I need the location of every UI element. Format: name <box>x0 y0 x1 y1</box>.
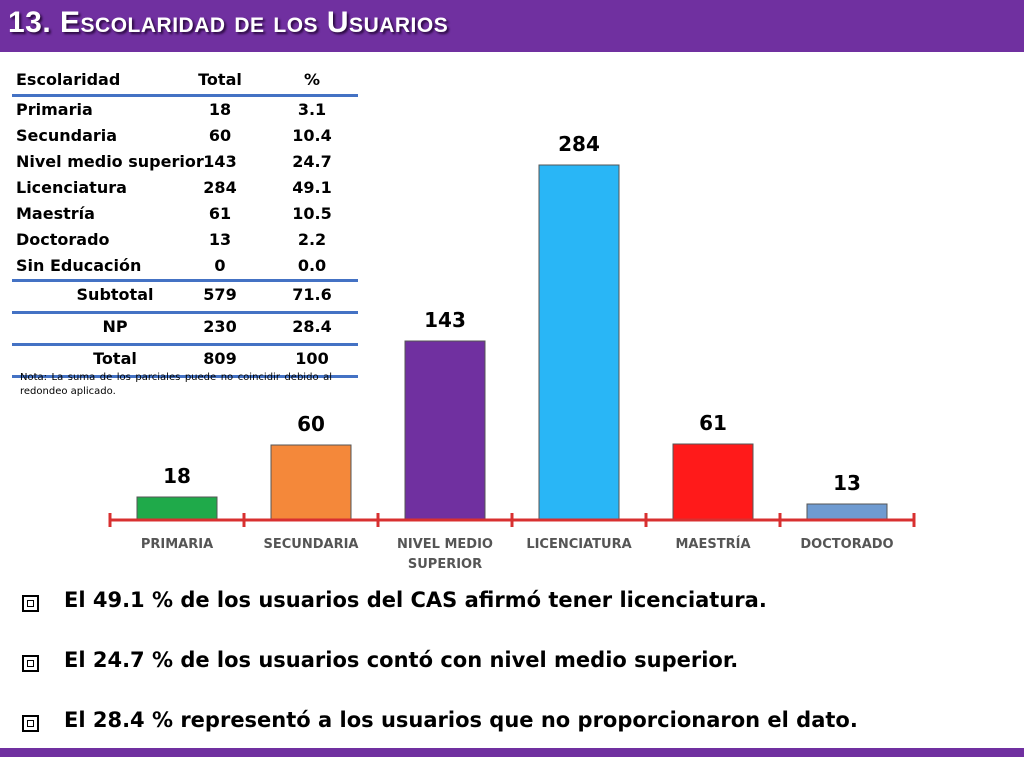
bar-shade <box>409 344 481 520</box>
bar-shade <box>811 507 883 520</box>
schooling-table: Escolaridad Total % Primaria 18 3.1 Secu… <box>12 67 358 378</box>
table-row: Nivel medio superior 143 24.7 <box>12 149 358 175</box>
row-percent: 49.1 <box>292 178 332 197</box>
list-item: El 24.7 % de los usuarios contó con nive… <box>22 648 1002 708</box>
row-percent: 10.4 <box>292 126 332 145</box>
category-label: MAESTRÍA <box>675 536 750 552</box>
row-total: 0 <box>214 256 226 275</box>
header-total: Total <box>198 70 242 89</box>
checkbox-bullet-icon <box>22 595 39 612</box>
row-total: 61 <box>208 204 232 223</box>
total-label: Total <box>93 349 137 368</box>
bottom-bar <box>0 748 1024 757</box>
table-row: Doctorado 13 2.2 <box>12 227 358 253</box>
row-total: 18 <box>208 100 232 119</box>
row-total: 143 <box>203 152 237 171</box>
data-label: 284 <box>558 132 600 156</box>
table-row: Secundaria 60 10.4 <box>12 123 358 149</box>
subtotal-label: Subtotal <box>76 285 154 304</box>
row-percent: 2.2 <box>297 230 327 249</box>
row-percent: 3.1 <box>297 100 327 119</box>
bullet-list: El 49.1 % de los usuarios del CAS afirmó… <box>22 588 1002 768</box>
data-label: 143 <box>424 308 466 332</box>
row-label: Primaria <box>16 100 93 119</box>
bar-shade <box>677 447 749 520</box>
row-label: Maestría <box>16 204 95 223</box>
row-total: 60 <box>208 126 232 145</box>
subtotal-percent: 71.6 <box>292 285 332 304</box>
list-item: El 49.1 % de los usuarios del CAS afirmó… <box>22 588 1002 648</box>
row-percent: 24.7 <box>292 152 332 171</box>
np-total: 230 <box>203 317 237 336</box>
row-total: 13 <box>208 230 232 249</box>
schooling-bar-chart: 18 PRIMARIA 60 SECUNDARIA 143 NIVEL MEDIO SUPE… <box>108 132 916 572</box>
bar-shade <box>275 448 347 520</box>
np-percent: 28.4 <box>292 317 332 336</box>
category-label: SECUNDARIA <box>264 537 359 552</box>
header-percent: % <box>303 70 321 89</box>
category-label: LICENCIATURA <box>526 537 631 552</box>
bullet-text: El 49.1 % de los usuarios del CAS afirmó… <box>64 588 767 612</box>
subtotal-total: 579 <box>203 285 237 304</box>
row-label: Licenciatura <box>16 178 127 197</box>
checkbox-bullet-icon <box>22 715 39 732</box>
data-label: 13 <box>833 471 861 495</box>
total-total: 809 <box>203 349 237 368</box>
row-label: Sin Educación <box>16 256 142 275</box>
list-item: El 28.4 % representó a los usuarios que … <box>22 708 1002 768</box>
table-row: Licenciatura 284 49.1 <box>12 175 358 201</box>
checkbox-bullet-icon <box>22 655 39 672</box>
np-row: NP 230 28.4 <box>12 314 358 346</box>
total-percent: 100 <box>295 349 329 368</box>
bar-shade <box>543 168 615 520</box>
data-label: 60 <box>297 412 325 436</box>
category-label: NIVEL MEDIO <box>397 537 493 552</box>
subtotal-row: Subtotal 579 71.6 <box>12 282 358 314</box>
table-note: Nota: La suma de los parciales puede no … <box>20 372 332 397</box>
row-total: 284 <box>203 178 237 197</box>
table-row: Maestría 61 10.5 <box>12 201 358 227</box>
row-label: Nivel medio superior <box>16 152 204 171</box>
table-header-row: Escolaridad Total % <box>12 67 358 97</box>
row-label: Doctorado <box>16 230 110 249</box>
data-label: 18 <box>163 464 191 488</box>
total-row: Total 809 100 <box>12 346 358 378</box>
bullet-text: El 24.7 % de los usuarios contó con nive… <box>64 648 739 672</box>
bullet-text: El 28.4 % representó a los usuarios que … <box>64 708 858 732</box>
category-label: DOCTORADO <box>800 537 893 552</box>
table-row: Sin Educación 0 0.0 <box>12 253 358 282</box>
category-label: SUPERIOR <box>408 557 482 572</box>
np-label: NP <box>102 317 128 336</box>
title-bar: 13. Escolaridad de los Usuarios <box>0 0 1024 52</box>
data-label: 61 <box>699 411 727 435</box>
row-label: Secundaria <box>16 126 118 145</box>
table-row: Primaria 18 3.1 <box>12 97 358 123</box>
category-label: PRIMARIA <box>141 537 213 552</box>
slide-title: 13. Escolaridad de los Usuarios <box>8 6 449 39</box>
row-percent: 0.0 <box>297 256 327 275</box>
header-escolaridad: Escolaridad <box>16 70 121 89</box>
bar-shade <box>141 500 213 520</box>
row-percent: 10.5 <box>292 204 332 223</box>
